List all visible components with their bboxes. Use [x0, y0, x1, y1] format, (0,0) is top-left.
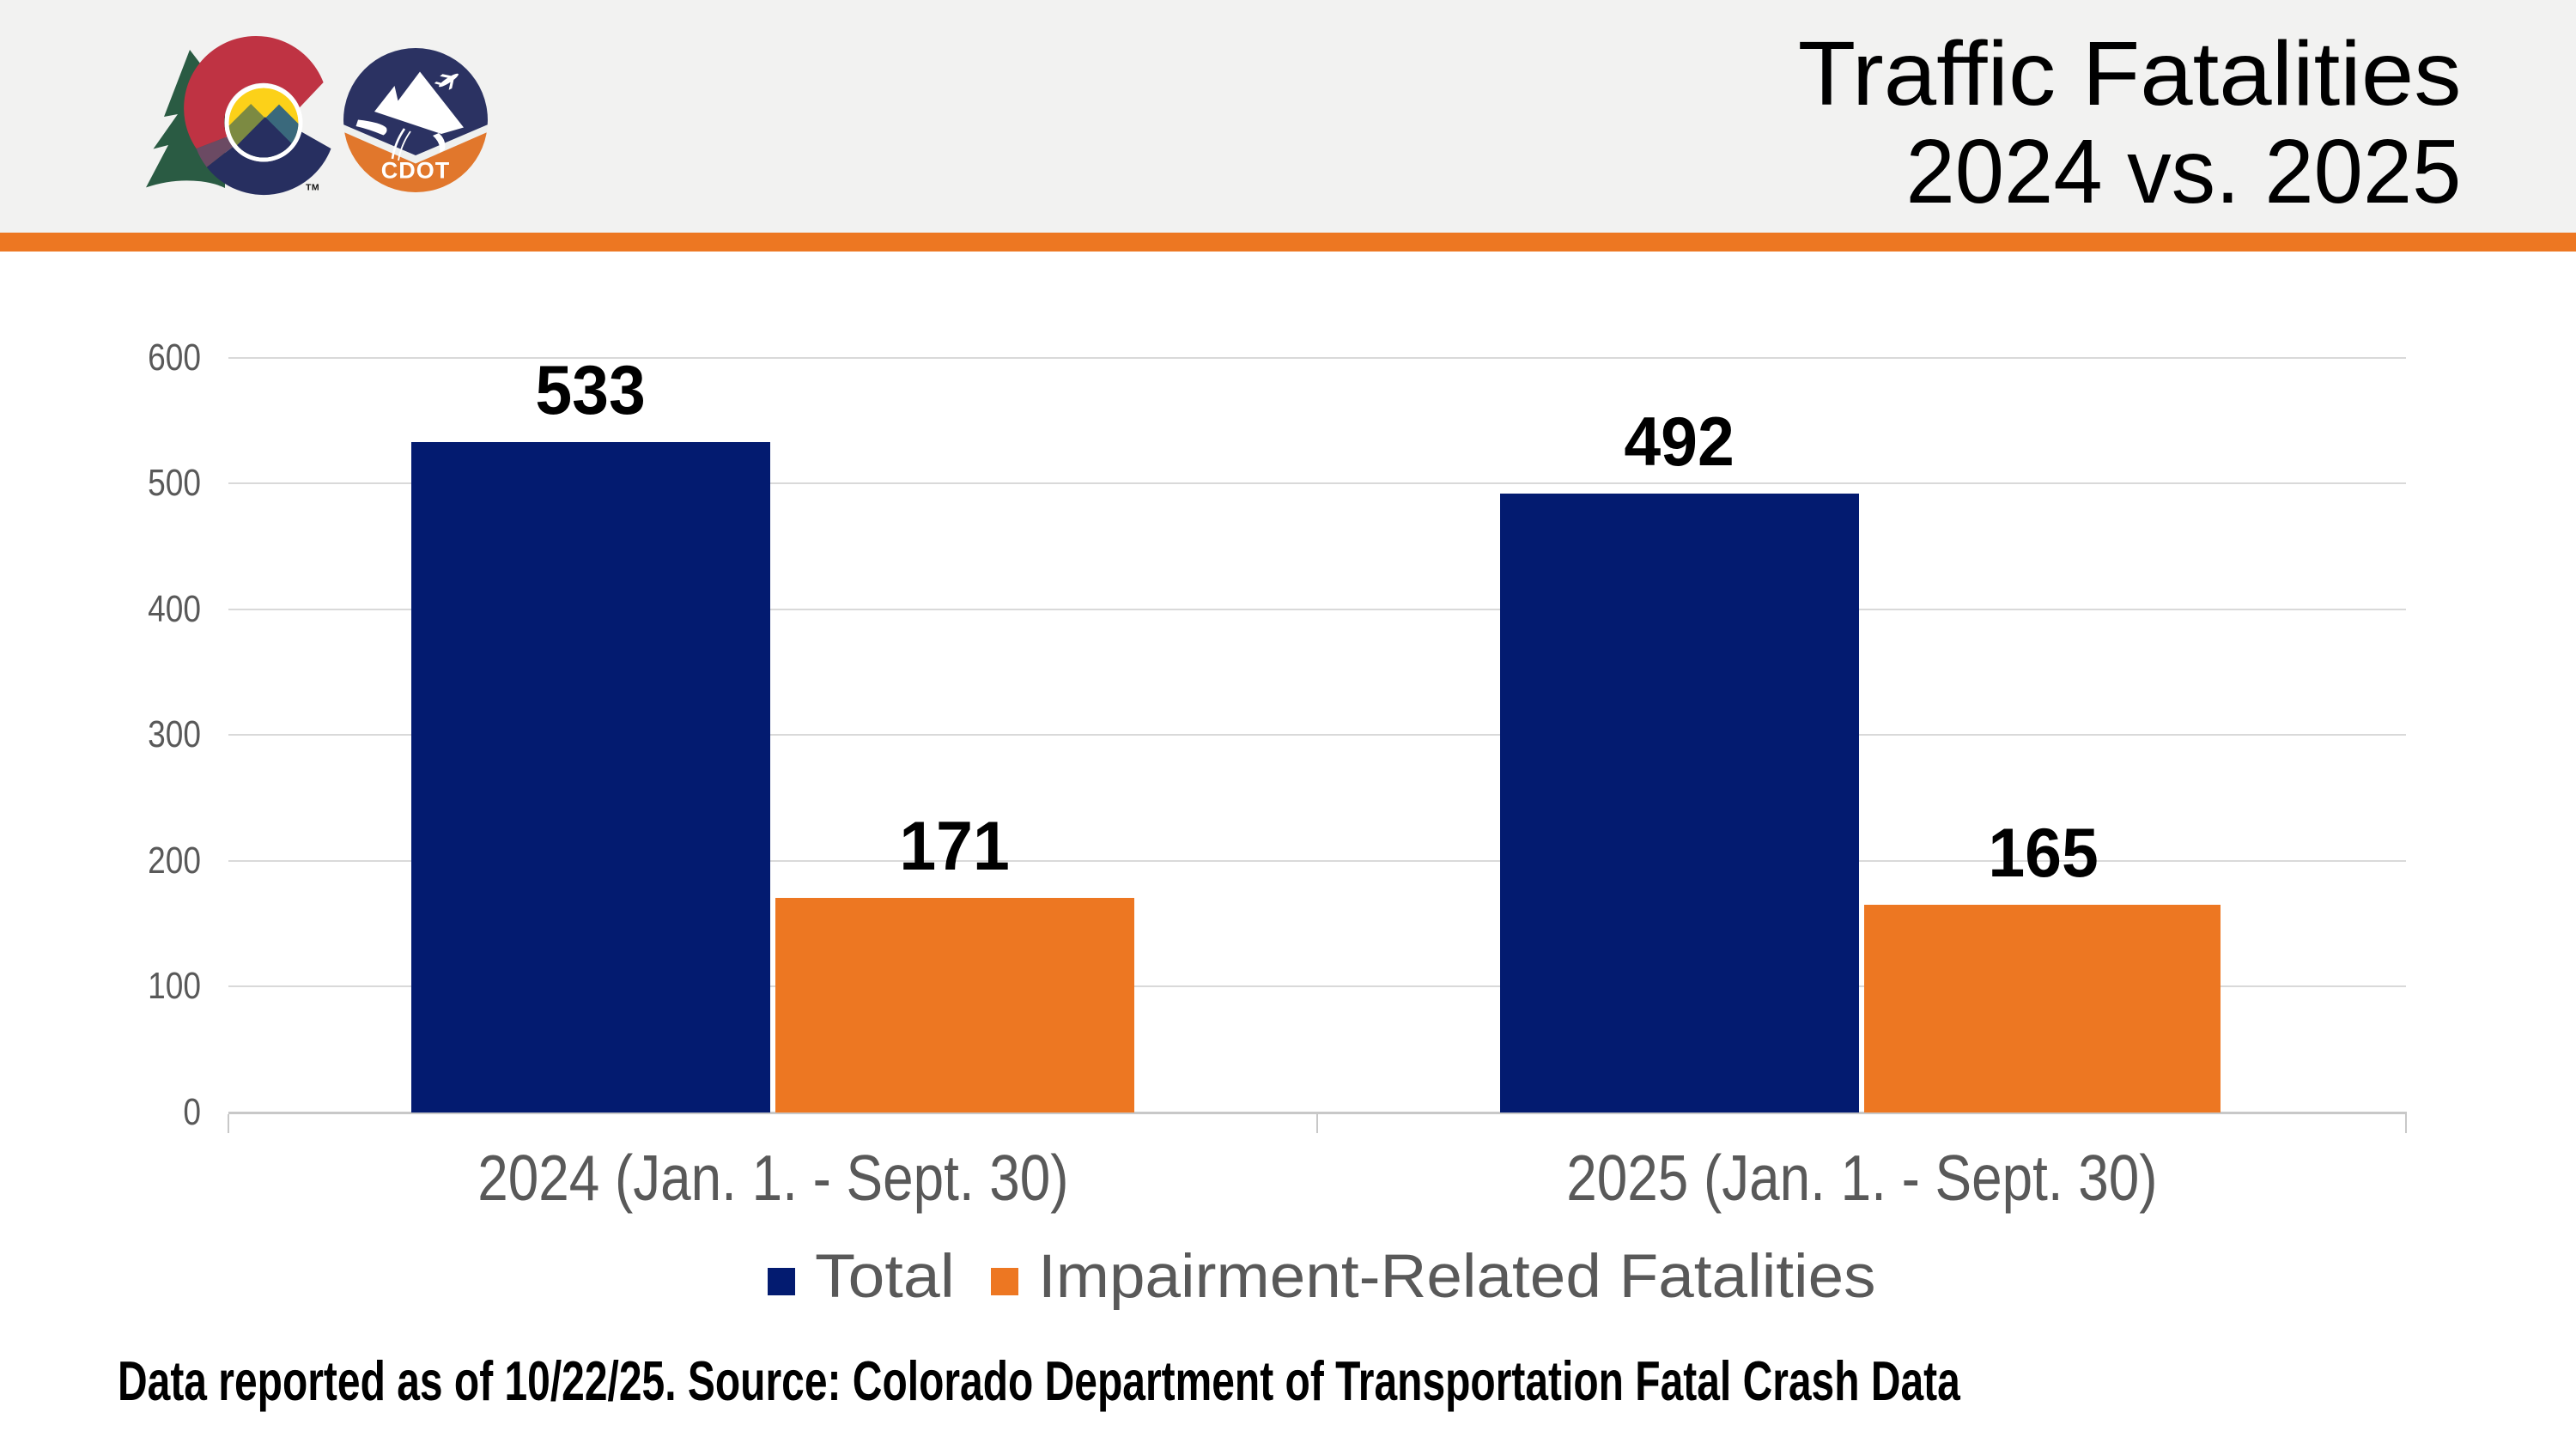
svg-text:TM: TM [306, 183, 319, 193]
svg-text:CDOT: CDOT [381, 158, 451, 184]
